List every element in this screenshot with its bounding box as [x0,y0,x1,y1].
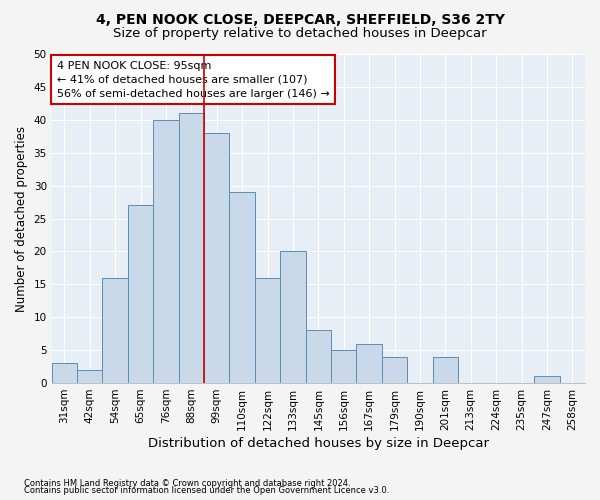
Bar [382,356,407,383]
Text: 4, PEN NOOK CLOSE, DEEPCAR, SHEFFIELD, S36 2TY: 4, PEN NOOK CLOSE, DEEPCAR, SHEFFIELD, S… [95,12,505,26]
Bar [128,206,153,383]
Y-axis label: Number of detached properties: Number of detached properties [15,126,28,312]
Bar [77,370,103,383]
X-axis label: Distribution of detached houses by size in Deepcar: Distribution of detached houses by size … [148,437,489,450]
Bar [103,278,128,383]
Bar [305,330,331,383]
Bar [280,252,305,383]
Bar [255,278,280,383]
Bar [534,376,560,383]
Text: Contains HM Land Registry data © Crown copyright and database right 2024.: Contains HM Land Registry data © Crown c… [24,478,350,488]
Bar [433,356,458,383]
Bar [229,192,255,383]
Text: 4 PEN NOOK CLOSE: 95sqm
← 41% of detached houses are smaller (107)
56% of semi-d: 4 PEN NOOK CLOSE: 95sqm ← 41% of detache… [57,60,330,98]
Bar [179,113,204,383]
Bar [52,364,77,383]
Text: Size of property relative to detached houses in Deepcar: Size of property relative to detached ho… [113,28,487,40]
Bar [204,133,229,383]
Bar [331,350,356,383]
Bar [153,120,179,383]
Bar [356,344,382,383]
Text: Contains public sector information licensed under the Open Government Licence v3: Contains public sector information licen… [24,486,389,495]
